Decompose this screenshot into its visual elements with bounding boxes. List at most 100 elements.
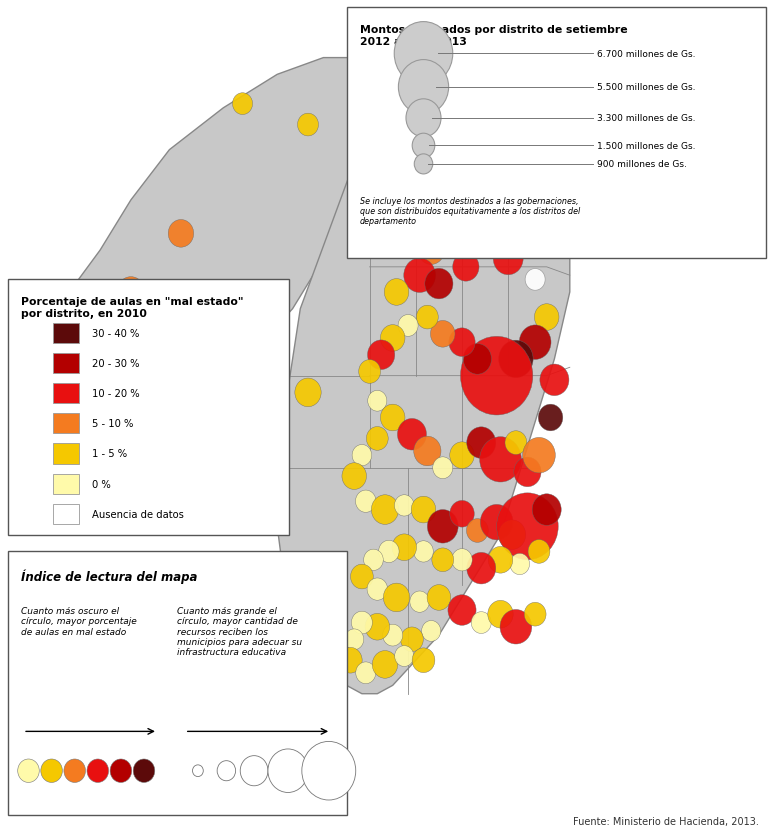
Circle shape: [478, 231, 500, 254]
Circle shape: [398, 315, 418, 337]
Circle shape: [367, 579, 387, 600]
Circle shape: [397, 419, 427, 451]
FancyBboxPatch shape: [53, 384, 79, 404]
Text: 5 - 10 %: 5 - 10 %: [92, 419, 134, 429]
Text: 3.300 millones de Gs.: 3.300 millones de Gs.: [597, 115, 695, 123]
Circle shape: [430, 321, 455, 348]
Text: Cuanto más grande el
círculo, mayor cantidad de
recursos reciben los
municipios : Cuanto más grande el círculo, mayor cant…: [177, 606, 302, 656]
Circle shape: [57, 325, 82, 352]
Circle shape: [392, 534, 417, 561]
Circle shape: [268, 749, 308, 793]
Text: Porcentaje de aulas en "mal estado"
por distrito, en 2010: Porcentaje de aulas en "mal estado" por …: [21, 297, 243, 319]
Circle shape: [398, 60, 449, 115]
FancyBboxPatch shape: [53, 504, 79, 524]
Circle shape: [365, 614, 390, 640]
Circle shape: [425, 269, 453, 299]
Circle shape: [427, 510, 458, 543]
Circle shape: [342, 463, 367, 490]
Text: 1 - 5 %: 1 - 5 %: [92, 449, 128, 459]
Circle shape: [352, 445, 372, 466]
FancyBboxPatch shape: [8, 280, 289, 535]
Circle shape: [380, 405, 405, 431]
Circle shape: [217, 761, 236, 781]
Circle shape: [500, 609, 532, 645]
Text: Índice de lectura del mapa: Índice de lectura del mapa: [21, 568, 197, 583]
Text: 20 - 30 %: 20 - 30 %: [92, 359, 140, 369]
Circle shape: [356, 662, 376, 684]
Circle shape: [87, 759, 109, 782]
Circle shape: [448, 595, 476, 625]
Polygon shape: [46, 59, 385, 368]
Circle shape: [379, 541, 399, 563]
Circle shape: [480, 505, 513, 540]
Circle shape: [440, 218, 469, 250]
Text: Fuente: Ministerio de Hacienda, 2013.: Fuente: Ministerio de Hacienda, 2013.: [573, 816, 758, 826]
Circle shape: [412, 134, 435, 159]
Circle shape: [499, 341, 533, 378]
Circle shape: [540, 364, 569, 396]
Circle shape: [505, 431, 527, 455]
Circle shape: [480, 437, 521, 482]
Circle shape: [487, 600, 514, 629]
Text: 900 millones de Gs.: 900 millones de Gs.: [597, 161, 687, 169]
Circle shape: [411, 497, 436, 523]
Circle shape: [523, 438, 555, 473]
Circle shape: [243, 448, 265, 472]
FancyBboxPatch shape: [53, 354, 79, 374]
Circle shape: [18, 759, 39, 782]
Circle shape: [397, 155, 420, 180]
Circle shape: [204, 330, 227, 355]
Circle shape: [503, 186, 529, 215]
Circle shape: [371, 495, 399, 525]
FancyBboxPatch shape: [53, 324, 79, 344]
Circle shape: [133, 759, 155, 782]
Circle shape: [394, 495, 414, 517]
Circle shape: [414, 155, 433, 175]
FancyBboxPatch shape: [8, 552, 346, 815]
Circle shape: [519, 325, 551, 360]
Circle shape: [510, 553, 530, 575]
Circle shape: [395, 646, 413, 666]
Circle shape: [384, 279, 409, 306]
Circle shape: [532, 494, 561, 526]
Polygon shape: [277, 59, 570, 694]
Circle shape: [297, 114, 319, 137]
Circle shape: [259, 298, 280, 320]
Circle shape: [383, 584, 410, 612]
Circle shape: [466, 196, 489, 222]
Circle shape: [428, 122, 450, 145]
Circle shape: [497, 493, 558, 560]
Circle shape: [417, 306, 438, 329]
Circle shape: [453, 253, 479, 282]
Circle shape: [418, 237, 444, 265]
Circle shape: [498, 520, 526, 550]
Circle shape: [464, 344, 491, 375]
Circle shape: [406, 99, 441, 138]
Circle shape: [467, 140, 487, 161]
Circle shape: [422, 621, 440, 641]
FancyBboxPatch shape: [346, 8, 766, 259]
FancyBboxPatch shape: [53, 474, 79, 494]
Circle shape: [339, 648, 362, 673]
Circle shape: [367, 340, 395, 370]
Circle shape: [494, 243, 523, 275]
Circle shape: [350, 564, 373, 589]
Text: Se incluye los montos destinados a las gobernaciones,
que son distribuidos equit: Se incluye los montos destinados a las g…: [360, 196, 580, 227]
Circle shape: [394, 23, 453, 86]
Circle shape: [528, 540, 550, 563]
Circle shape: [184, 421, 216, 456]
Circle shape: [383, 624, 403, 646]
Circle shape: [372, 650, 398, 679]
Circle shape: [450, 442, 474, 469]
Circle shape: [449, 329, 475, 357]
Circle shape: [534, 304, 559, 331]
Text: Montos asignados por distrito de setiembre
2012 a abril 2013: Montos asignados por distrito de setiemb…: [360, 25, 628, 47]
Circle shape: [400, 627, 424, 652]
Text: 10 - 20 %: 10 - 20 %: [92, 389, 140, 399]
Circle shape: [41, 759, 62, 782]
Text: 6.700 millones de Gs.: 6.700 millones de Gs.: [597, 50, 695, 59]
Circle shape: [538, 405, 563, 431]
Circle shape: [467, 553, 496, 584]
Circle shape: [382, 114, 403, 137]
Circle shape: [527, 209, 551, 234]
